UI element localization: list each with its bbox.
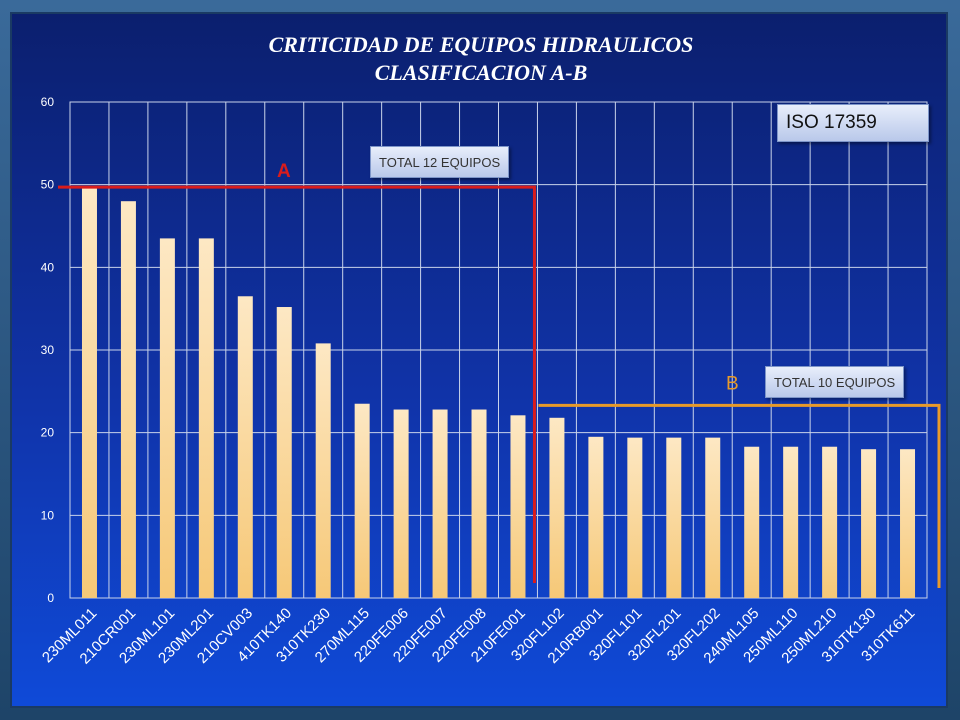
bar-320FL202 bbox=[705, 437, 721, 598]
class-b-label: B bbox=[726, 373, 739, 394]
bar-250ML110 bbox=[783, 446, 799, 598]
chart-subtitle: CLASIFICACION A-B bbox=[375, 60, 588, 85]
bar-270ML115 bbox=[354, 403, 370, 598]
bar-230ML011 bbox=[81, 187, 97, 598]
bar-240ML105 bbox=[744, 446, 760, 598]
chart-title: CRITICIDAD DE EQUIPOS HIDRAULICOS bbox=[269, 32, 694, 57]
class-b-total-text: TOTAL 10 EQUIPOS bbox=[774, 374, 896, 390]
bar-230ML101 bbox=[159, 238, 175, 598]
classification-overlays: AB bbox=[58, 161, 941, 588]
iso-standard-text: ISO 17359 bbox=[786, 112, 877, 133]
bar-310TK611 bbox=[900, 449, 916, 598]
class-a-total-callout: TOTAL 12 EQUIPOS bbox=[370, 146, 510, 178]
class-a-label: A bbox=[277, 161, 291, 182]
bar-320FL101 bbox=[627, 437, 643, 598]
y-tick-label: 0 bbox=[47, 591, 54, 605]
bar-210RB001 bbox=[588, 436, 604, 598]
y-tick-label: 60 bbox=[41, 95, 55, 109]
bar-220FE006 bbox=[393, 409, 409, 598]
class-a-total-text: TOTAL 12 EQUIPOS bbox=[379, 154, 501, 170]
y-tick-label: 10 bbox=[41, 508, 55, 522]
bar-210CV003 bbox=[237, 296, 253, 598]
y-tick-label: 30 bbox=[41, 343, 55, 357]
class-b-boundary bbox=[538, 403, 941, 588]
bars bbox=[81, 187, 916, 598]
bar-310TK130 bbox=[861, 449, 877, 598]
criticality-bar-chart: CRITICIDAD DE EQUIPOS HIDRAULICOS CLASIF… bbox=[39, 32, 941, 668]
bar-230ML201 bbox=[198, 238, 214, 598]
class-b-total-callout: TOTAL 10 EQUIPOS bbox=[765, 366, 905, 398]
bar-210CR001 bbox=[120, 201, 136, 598]
bar-410TK140 bbox=[276, 307, 292, 598]
y-axis-ticks: 0 10 20 30 40 50 60 bbox=[41, 95, 55, 605]
bar-320FL102 bbox=[549, 417, 565, 598]
y-tick-label: 40 bbox=[41, 260, 55, 274]
gridlines bbox=[69, 101, 928, 599]
bar-310TK230 bbox=[315, 343, 331, 598]
bar-210FE001 bbox=[510, 415, 526, 598]
bar-220FE007 bbox=[432, 409, 448, 598]
x-axis-ticks: 230ML011210CR001230ML101230ML201210CV003… bbox=[39, 605, 918, 668]
bar-320FL201 bbox=[666, 437, 682, 598]
bar-250ML210 bbox=[822, 446, 838, 598]
class-a-boundary bbox=[58, 185, 536, 583]
y-tick-label: 20 bbox=[41, 426, 55, 440]
bar-220FE008 bbox=[471, 409, 487, 598]
slide: CRITICIDAD DE EQUIPOS HIDRAULICOS CLASIF… bbox=[12, 14, 946, 706]
iso-standard-callout: ISO 17359 bbox=[777, 104, 929, 142]
y-tick-label: 50 bbox=[41, 178, 55, 192]
